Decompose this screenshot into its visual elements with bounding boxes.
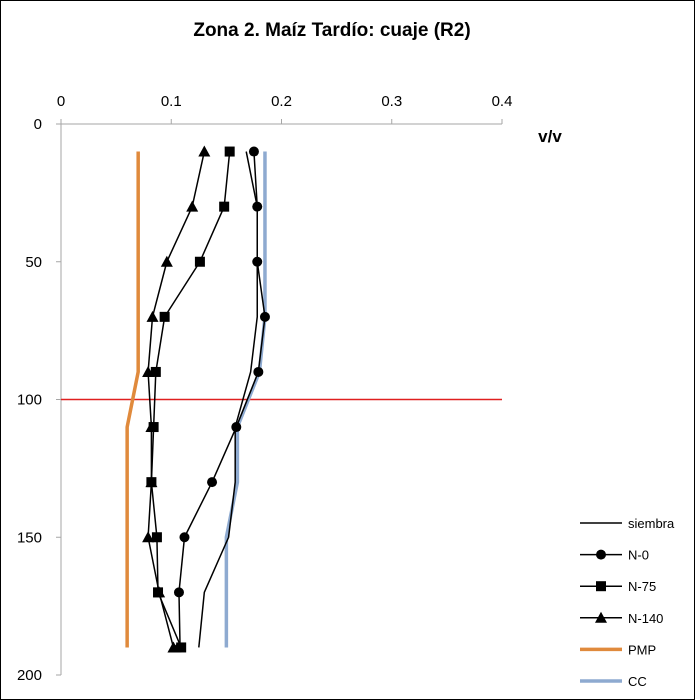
series-line	[125, 151, 140, 648]
data-point	[248, 146, 259, 157]
data-point	[253, 366, 264, 377]
series-cc	[224, 151, 267, 648]
data-point	[231, 422, 242, 433]
legend-item: N-0	[580, 548, 649, 563]
data-point	[252, 201, 263, 212]
chart-title: Zona 2. Maíz Tardío: cuaje (R2)	[193, 20, 470, 41]
legend-item: CC	[580, 674, 647, 689]
data-point	[186, 200, 199, 212]
data-point	[207, 477, 218, 488]
series-line	[147, 151, 206, 648]
y-tick-label: 50	[25, 254, 42, 271]
legend-label: siembra	[628, 516, 675, 531]
data-point	[142, 531, 155, 543]
data-point	[146, 310, 159, 322]
y-tick-label: 200	[17, 667, 42, 684]
legend-label: N-75	[628, 579, 656, 594]
data-point	[160, 255, 173, 267]
series-line	[150, 151, 231, 648]
series-pmp	[125, 151, 140, 648]
data-point	[145, 476, 158, 488]
x-tick-label: 0.1	[161, 93, 182, 110]
data-point	[224, 146, 235, 157]
legend-label: N-140	[628, 611, 663, 626]
data-point	[145, 421, 158, 433]
x-axis-label: v/v	[538, 127, 562, 146]
y-tick-label: 0	[34, 116, 42, 133]
data-point	[259, 311, 270, 322]
data-point	[153, 586, 166, 598]
series-line	[178, 151, 266, 648]
data-point	[219, 201, 230, 212]
legend-label: N-0	[628, 548, 649, 563]
data-point	[151, 532, 162, 543]
legend-marker	[596, 581, 606, 592]
data-point	[194, 256, 205, 267]
legend-marker	[596, 549, 606, 560]
data-point	[159, 311, 170, 322]
legend-item: N-75	[580, 579, 656, 594]
data-point	[167, 641, 180, 653]
x-tick-label: 0.4	[492, 93, 513, 110]
series-n-140	[142, 145, 211, 653]
data-point	[198, 145, 211, 157]
legend-label: CC	[628, 674, 647, 689]
legend-item: siembra	[580, 516, 675, 531]
series-line	[224, 151, 267, 648]
legend-label: PMP	[628, 642, 656, 657]
x-tick-label: 0.2	[271, 93, 292, 110]
y-tick-label: 150	[17, 529, 42, 546]
data-point	[173, 587, 184, 598]
legend-item: N-140	[580, 611, 663, 626]
data-point	[179, 532, 190, 543]
data-point	[142, 365, 155, 377]
data-point	[176, 642, 187, 653]
legend-marker	[595, 611, 607, 623]
y-tick-label: 100	[17, 392, 42, 409]
x-tick-label: 0.3	[381, 93, 402, 110]
legend-item: PMP	[580, 642, 656, 657]
data-point	[252, 256, 263, 267]
x-tick-label: 0	[57, 93, 65, 110]
data-point	[150, 366, 161, 377]
